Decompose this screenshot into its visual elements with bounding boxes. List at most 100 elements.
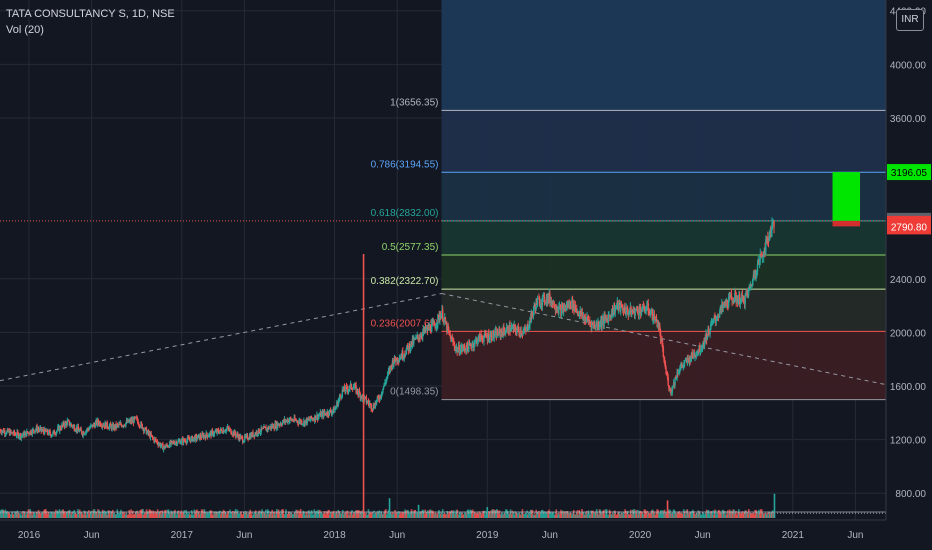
volume-bar: [279, 513, 282, 518]
candle-body: [171, 441, 174, 443]
volume-bar: [664, 511, 667, 518]
candle-body: [738, 294, 741, 305]
candle-body: [711, 322, 713, 324]
candle-body: [225, 429, 227, 432]
volume-bar: [473, 513, 475, 518]
candle-body: [150, 433, 152, 436]
volume-bar: [661, 510, 664, 518]
candle-body: [684, 360, 687, 362]
candle-body: [592, 323, 594, 326]
candle-body: [81, 430, 83, 434]
symbol-title[interactable]: TATA CONSULTANCY S, 1D, NSE: [6, 8, 175, 20]
candle-body: [666, 374, 669, 378]
volume-bar: [93, 509, 96, 518]
volume-bar: [755, 510, 757, 518]
volume-bar: [653, 513, 656, 518]
currency-button[interactable]: INR: [896, 9, 924, 31]
volume-bar: [330, 513, 333, 518]
candle-body: [213, 434, 215, 436]
volume-bar: [364, 513, 367, 518]
volume-bar: [100, 511, 102, 518]
volume-bar: [671, 512, 673, 518]
volume-bar: [164, 509, 166, 518]
candle-body: [147, 430, 150, 434]
volume-bar: [270, 511, 273, 518]
volume-bar: [688, 512, 691, 518]
volume-bar: [265, 509, 267, 518]
volume-bar: [737, 512, 739, 518]
volume-bar: [400, 513, 403, 518]
volume-bar: [66, 512, 68, 518]
volume-bar: [100, 514, 103, 518]
volume-bar: [147, 511, 150, 518]
volume-bar: [562, 511, 565, 518]
volume-bar: [69, 513, 72, 518]
candle-body: [92, 423, 95, 428]
volume-bar: [738, 511, 741, 518]
price-axis-background: [886, 0, 932, 550]
candle-body: [402, 351, 404, 359]
volume-bar: [360, 510, 362, 518]
candle-body: [142, 428, 145, 432]
candle-body: [661, 342, 664, 348]
candle-body: [517, 326, 520, 330]
candle-body: [463, 347, 466, 351]
volume-bar: [106, 514, 109, 518]
candle-body: [473, 344, 476, 348]
volume-bar: [217, 512, 219, 518]
volume-bar: [413, 510, 416, 518]
volume-bar: [440, 514, 443, 518]
volume-bar: [764, 514, 767, 518]
volume-bar: [702, 512, 704, 518]
candle-body: [677, 371, 680, 375]
volume-bar: [141, 509, 143, 518]
candle-body: [327, 414, 330, 416]
volume-bar: [284, 514, 286, 518]
volume-bar: [553, 514, 556, 518]
candle-body: [35, 429, 37, 431]
volume-bar: [122, 514, 125, 518]
candle-body: [686, 358, 689, 363]
volume-bar: [505, 509, 507, 518]
volume-spike: [362, 254, 365, 518]
candle-body: [435, 326, 438, 328]
volume-bar: [635, 509, 637, 518]
volume-bar: [180, 510, 183, 518]
candle-body: [750, 284, 753, 286]
candle-body: [4, 430, 6, 435]
volume-bar: [558, 514, 560, 518]
volume-bar: [618, 512, 621, 518]
candle-body: [448, 331, 451, 335]
candle-body: [743, 296, 745, 304]
volume-bar: [357, 510, 360, 518]
volume-bar: [45, 511, 48, 518]
volume-bar: [107, 510, 109, 518]
volume-indicator-label[interactable]: Vol (20): [6, 24, 44, 36]
volume-bar: [678, 511, 680, 518]
volume-bar: [381, 514, 384, 518]
volume-bar: [439, 511, 441, 518]
volume-bar: [524, 513, 526, 518]
volume-bar: [583, 512, 585, 518]
candle-body: [488, 339, 491, 341]
candle-body: [15, 435, 18, 437]
volume-bar: [647, 513, 649, 518]
fib-zone: [441, 0, 886, 111]
candle-body: [598, 325, 601, 327]
candle-body: [489, 335, 491, 340]
volume-bar: [753, 514, 756, 518]
volume-bar: [474, 513, 477, 518]
volume-bar: [733, 509, 735, 518]
volume-bar: [405, 511, 407, 518]
volume-bar: [177, 510, 180, 518]
volume-bar: [96, 514, 98, 518]
volume-bar: [446, 510, 449, 518]
volume-bar: [374, 513, 377, 518]
volume-bar: [768, 511, 770, 518]
candle-body: [184, 440, 187, 443]
volume-bar: [212, 514, 215, 518]
candle-body: [740, 297, 742, 304]
volume-bar: [211, 514, 214, 518]
fib-level-label: 0.5(2577.35): [382, 242, 439, 253]
